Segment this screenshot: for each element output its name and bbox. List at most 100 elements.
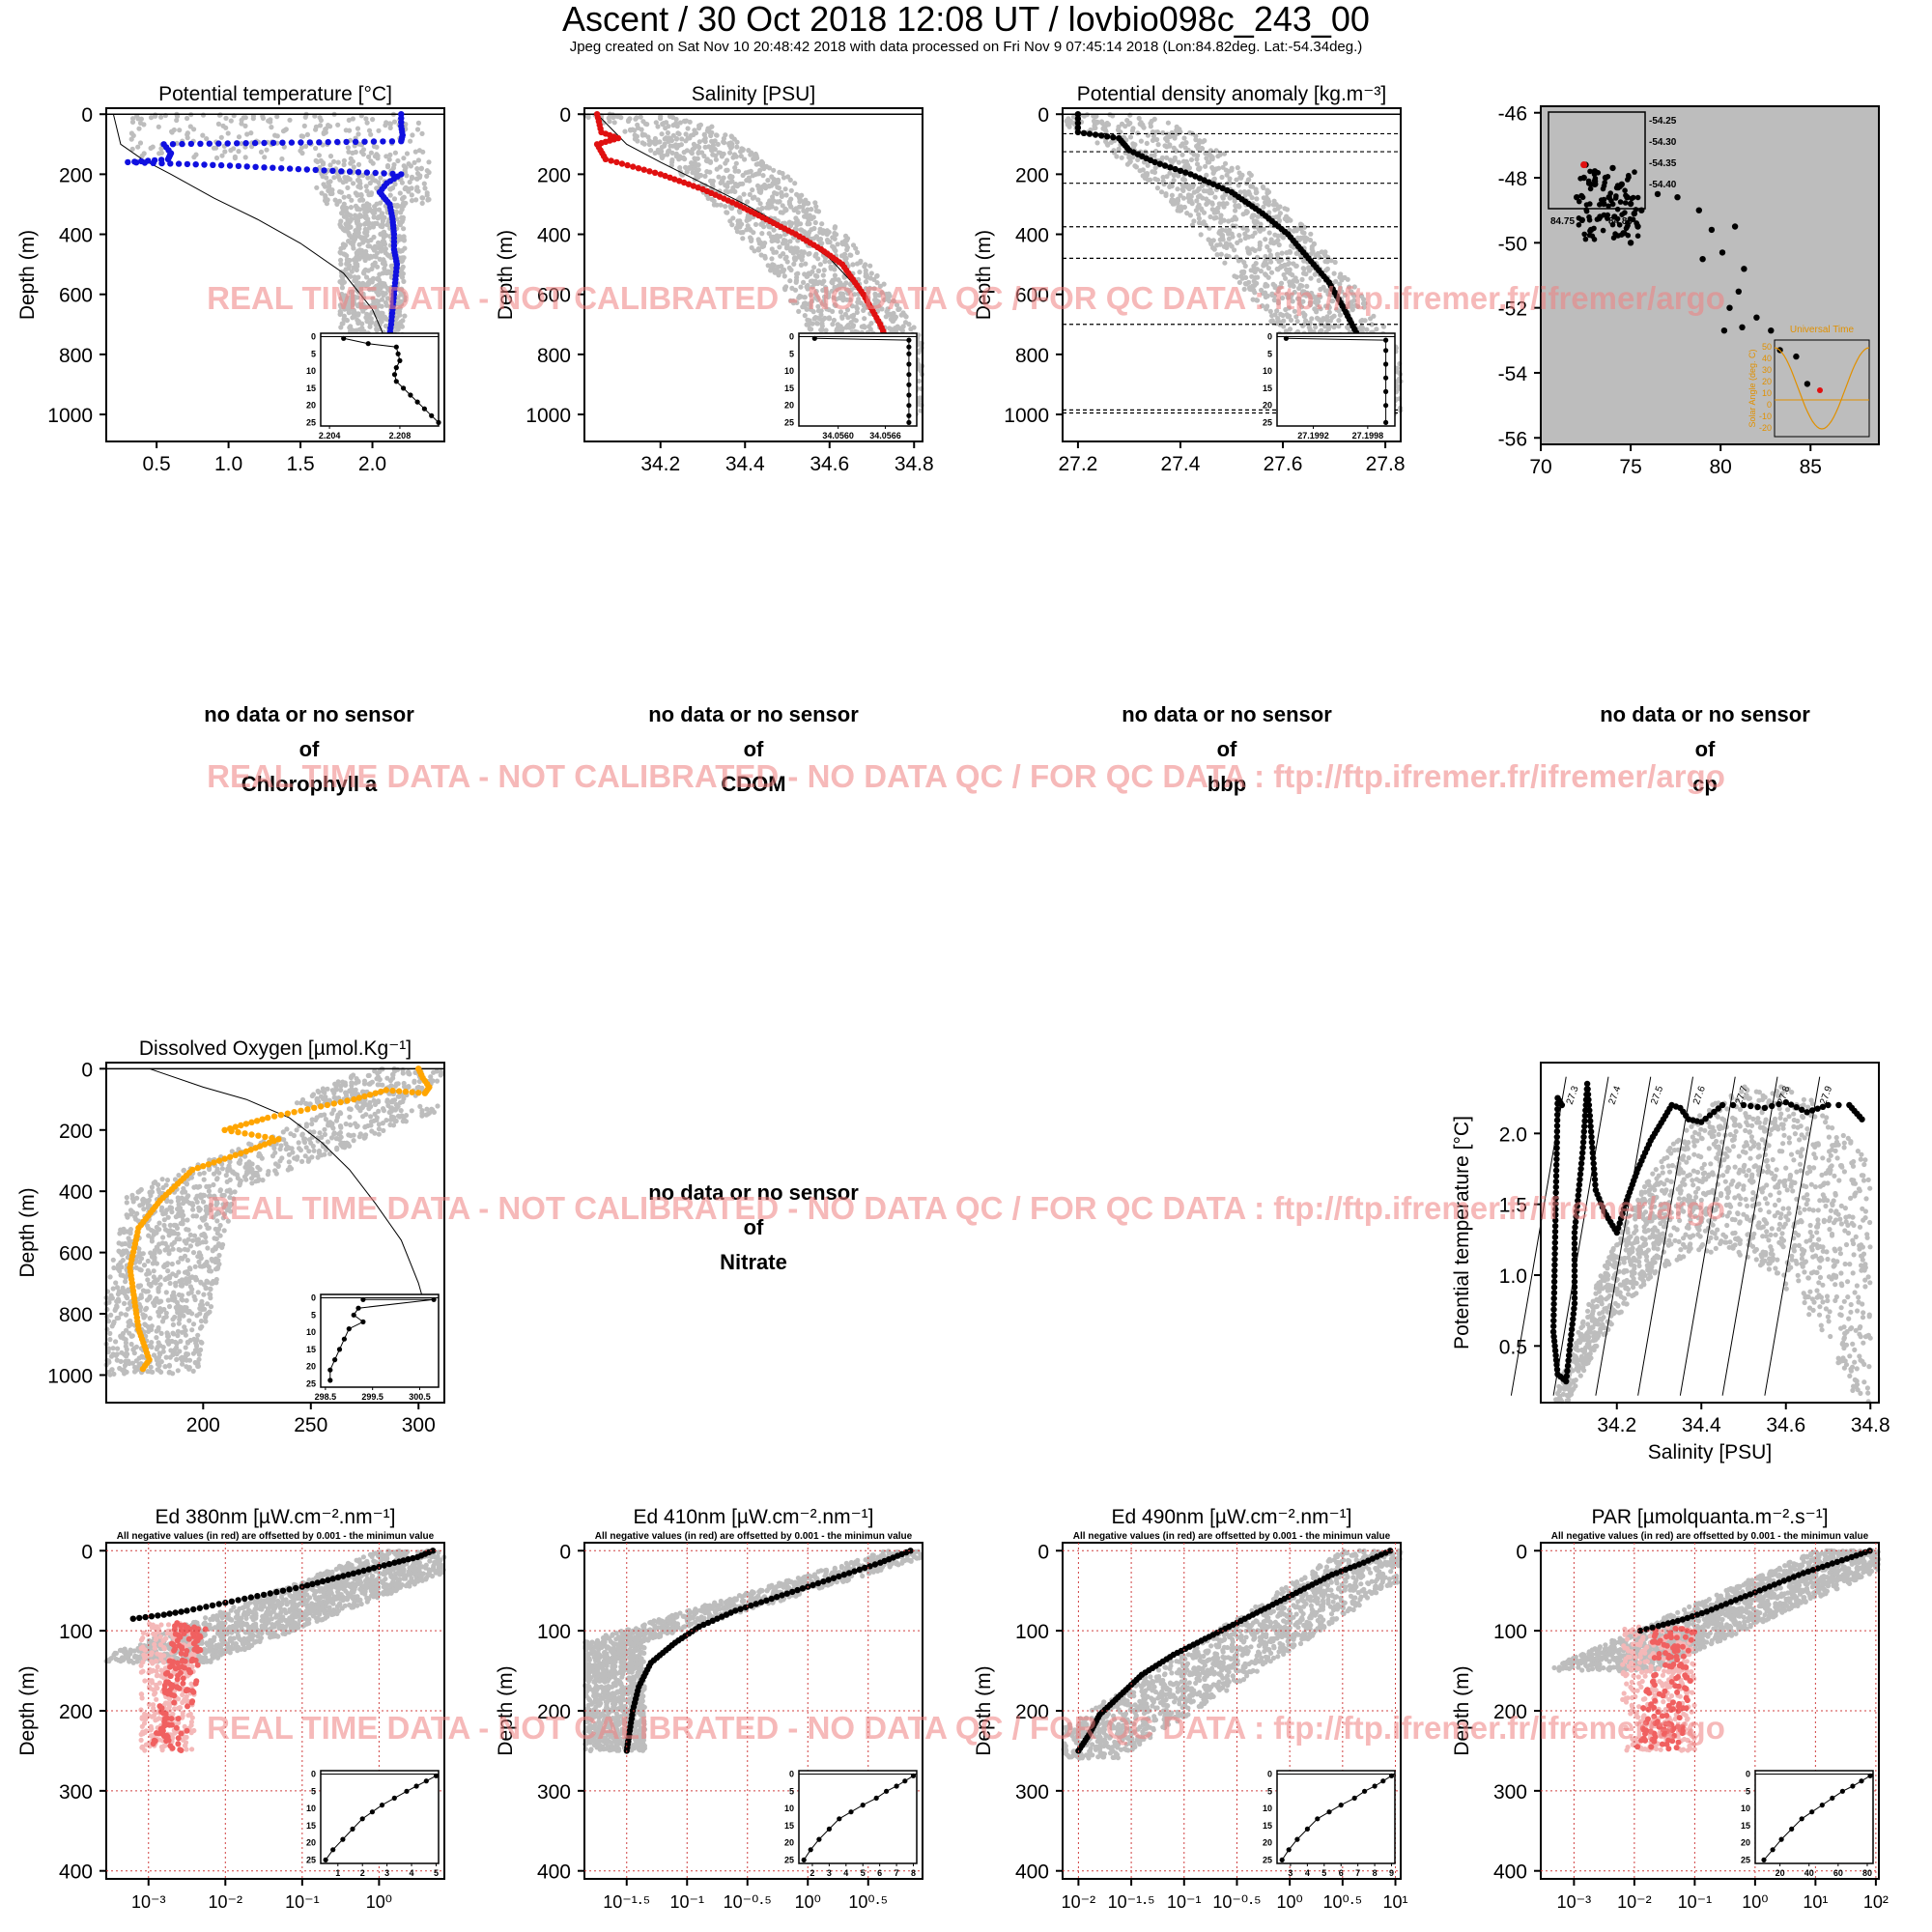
potential-temperature-history-point [383,250,388,256]
salinity-history-point [738,154,744,159]
potential-density-anomaly-history-point [1284,217,1290,224]
salinity-history-point [747,191,753,197]
salinity-history-point [731,152,738,157]
salinity-history-point [805,221,810,227]
salinity-history-point [687,119,693,125]
potential-temperature-point [321,167,327,174]
potential-temperature-history-point [262,155,268,160]
potential-temperature-history-point [383,262,388,268]
potential-temperature-history-point [244,131,250,137]
salinity-history-point [781,269,786,274]
potential-temperature-history-point [331,158,337,164]
potential-temperature-history-point [366,225,373,231]
potential-temperature-history-point [318,157,324,163]
potential-temperature-ytick-label: 1000 [47,405,93,427]
potential-temperature-history-point [367,180,373,186]
potential-temperature-history-point [239,141,244,147]
salinity-inset-ytick-label: 20 [784,401,794,411]
potential-temperature-history-point [298,133,304,139]
salinity-history-point [721,151,726,156]
potential-temperature-point [295,165,302,173]
potential-temperature-history-point [387,192,393,198]
potential-temperature-inset-point [395,351,401,356]
salinity-history-point [746,169,752,175]
salinity-history-point [780,170,785,177]
salinity-history-point [821,268,827,273]
potential-temperature-history-point [418,166,424,172]
potential-temperature-history-point [137,120,144,126]
salinity-history-point [677,165,683,171]
potential-density-anomaly-history-point [1287,327,1293,332]
dissolved-oxygen-history-point [148,1364,154,1370]
potential-temperature-history-point [353,228,358,234]
potential-density-anomaly-history-point [1345,276,1350,282]
potential-temperature-history-point [325,197,330,203]
potential-density-anomaly-history-point [1261,262,1266,268]
salinity-history-point [811,225,817,232]
potential-density-anomaly-history-point [1250,246,1256,252]
potential-density-anomaly-history-point [1116,146,1122,152]
salinity-history-point [727,150,733,156]
potential-temperature-history-point [313,127,319,132]
potential-density-anomaly-history-point [1308,231,1314,237]
potential-temperature-history-point [348,224,354,230]
salinity-history-point [820,300,826,306]
potential-temperature-history-point [357,181,363,186]
potential-temperature-history-point [382,283,387,289]
potential-temperature-history-point [354,279,359,285]
salinity-history-point [689,151,696,156]
salinity-inset-xtick-label: 34.0566 [869,431,901,440]
potential-temperature-point [334,138,341,146]
salinity-history-point [713,132,720,138]
potential-density-anomaly-history-point [1209,201,1215,207]
salinity-history-point [696,150,701,156]
salinity-history-point [793,279,799,285]
dissolved-oxygen-history-point [225,1218,231,1224]
potential-density-anomaly-history-point [1246,177,1252,183]
potential-density-anomaly-xtick-label: 27.4 [1161,453,1201,475]
salinity-history-point [819,323,825,329]
potential-temperature-point [363,169,371,176]
potential-temperature-history-point [339,285,345,291]
potential-temperature-ytick-label: 800 [59,345,93,367]
salinity-history-point [781,285,788,291]
potential-temperature-history-point [351,327,356,334]
potential-density-anomaly-history-point [1313,252,1319,258]
salinity-history-point [749,244,754,251]
salinity-history-point [702,173,708,179]
potential-density-anomaly-history-point [1286,260,1293,267]
potential-density-anomaly-history-point [1289,292,1294,298]
salinity-history-point [781,273,787,279]
potential-temperature-history-point [376,292,382,298]
potential-temperature-history-point [272,132,278,138]
potential-temperature-history-point [368,237,374,243]
salinity-history-point [727,218,733,224]
potential-density-anomaly-history-point [1206,237,1211,242]
potential-temperature-history-point [370,245,376,251]
potential-temperature-history-point [353,213,358,218]
potential-temperature-history-point [335,122,341,128]
salinity-history-point [838,280,843,286]
potential-density-anomaly-history-point [1312,271,1318,277]
salinity-history-point [899,327,906,333]
potential-temperature-history-point [236,149,242,155]
potential-density-anomaly-xtick-label: 27.6 [1264,453,1303,475]
potential-temperature-history-point [371,143,377,150]
salinity-ylabel: Depth (m) [495,230,517,320]
salinity-history-point [765,263,771,269]
potential-temperature-history-point [399,247,405,254]
salinity-ytick-label: 800 [537,345,571,367]
potential-density-anomaly-history-point [1364,327,1370,332]
salinity-history-point [823,287,829,293]
potential-temperature-history-point [313,145,319,152]
potential-temperature-history-point [369,266,375,271]
potential-temperature-history-point [348,213,354,218]
potential-density-anomaly-history-point [1150,137,1156,143]
potential-temperature-history-point [424,173,430,179]
salinity-history-point [834,327,840,332]
potential-density-anomaly-history-point [1304,283,1310,289]
potential-density-anomaly-history-point [1127,134,1134,140]
potential-temperature-history-point [279,156,285,162]
potential-temperature-history-point [376,302,382,308]
page-title: Ascent / 30 Oct 2018 12:08 UT / lovbio09… [562,0,1370,39]
